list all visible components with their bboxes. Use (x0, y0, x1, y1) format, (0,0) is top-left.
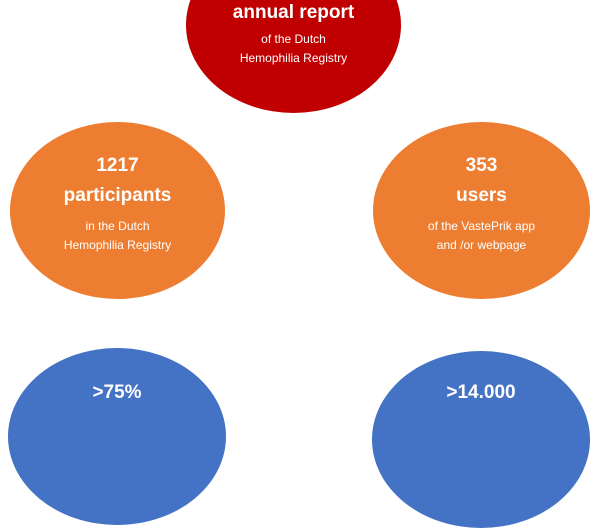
count-bubble: >14.000 (372, 351, 590, 528)
users-number: 353 (465, 155, 498, 176)
users-bubble: 353 users of the VastePrik app and /or w… (373, 122, 590, 299)
participants-sub-1: in the Dutch (85, 219, 150, 233)
participants-number: 1217 (96, 155, 139, 176)
users-label: users (456, 185, 507, 206)
users-sub-2: and /or webpage (436, 238, 527, 252)
annual-report-bubble: annual report of the Dutch Hemophilia Re… (186, 0, 401, 113)
count-number: >14.000 (446, 382, 516, 403)
participants-bubble: 1217 participants in the Dutch Hemophili… (10, 122, 225, 299)
users-sub-1: of the VastePrik app (427, 219, 536, 233)
percentage-number: >75% (92, 382, 142, 403)
annual-report-sub-2: Hemophilia Registry (239, 51, 348, 65)
annual-report-sub-1: of the Dutch (261, 32, 326, 46)
participants-sub-2: Hemophilia Registry (63, 238, 172, 252)
participants-label: participants (63, 185, 172, 206)
annual-report-title: annual report (232, 2, 355, 23)
percentage-bubble: >75% (8, 348, 226, 525)
